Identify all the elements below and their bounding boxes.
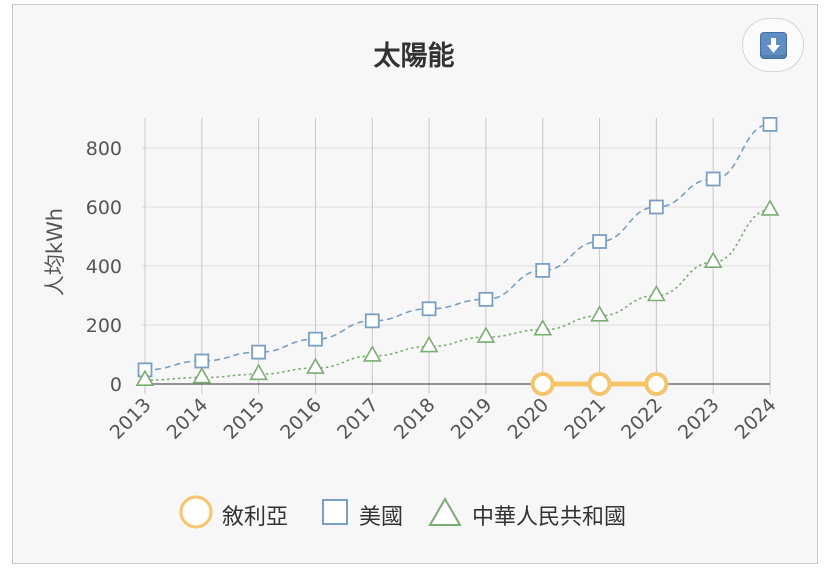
- data-point-triangle: [419, 335, 439, 353]
- data-point-square: [705, 171, 721, 187]
- data-point-square: [478, 291, 494, 307]
- legend-label: 敘利亞: [222, 505, 289, 530]
- series-layer: [135, 117, 780, 396]
- data-point-triangle: [533, 319, 553, 336]
- data-point-circle: [587, 372, 612, 396]
- data-point-triangle: [703, 251, 723, 268]
- data-point-square: [535, 263, 551, 278]
- x-tick-label: 2014: [163, 394, 213, 444]
- data-point-square: [592, 234, 607, 249]
- data-point-circle: [644, 372, 669, 396]
- x-tick-label: 2013: [106, 394, 156, 444]
- data-point-triangle: [590, 305, 609, 322]
- y-tick-label: 200: [86, 315, 122, 337]
- series-0: [530, 372, 669, 396]
- y-axis-label: 人均kWh: [43, 208, 67, 296]
- data-point-triangle: [306, 357, 325, 374]
- data-point-square: [364, 313, 380, 329]
- data-point-square: [194, 353, 210, 369]
- data-point-triangle: [476, 326, 496, 343]
- data-point-triangle: [192, 366, 212, 384]
- data-point-triangle: [646, 284, 666, 302]
- download-button[interactable]: [742, 18, 804, 72]
- y-tick-label: 400: [86, 256, 122, 278]
- x-tick-label: 2019: [447, 394, 497, 444]
- y-tick-label: 800: [86, 138, 122, 160]
- data-point-circle: [530, 372, 555, 396]
- legend-item-china[interactable]: 中華人民共和國: [428, 492, 648, 532]
- legend-item-syria[interactable]: 敘利亞: [178, 492, 303, 532]
- data-point-square: [308, 331, 323, 347]
- axes: 0 200 400 600 800 2013 2014 2015 2016 2017 2018 201…: [86, 138, 781, 444]
- series-line: [144, 123, 771, 371]
- x-tick-label: 2017: [333, 394, 383, 444]
- download-arrow-icon: [760, 32, 787, 59]
- data-point-square: [648, 199, 664, 215]
- data-point-triangle: [362, 345, 382, 362]
- x-tick-label: 2015: [219, 394, 269, 444]
- data-point-triangle: [135, 369, 155, 386]
- x-tick-label: 2024: [731, 394, 781, 444]
- legend: 敘利亞 美國 中華人民共和國: [0, 492, 828, 532]
- data-point-triangle: [760, 199, 780, 216]
- series-line: [144, 209, 771, 381]
- data-point-triangle: [249, 363, 269, 381]
- x-tick-label: 2021: [560, 394, 610, 444]
- legend-label: 中華人民共和國: [472, 505, 627, 530]
- y-tick-label: 600: [86, 197, 122, 219]
- triangle-marker-icon: [428, 496, 462, 526]
- square-marker-icon: [322, 499, 348, 525]
- x-tick-label: 2018: [390, 394, 440, 444]
- data-point-square: [762, 117, 778, 132]
- data-point-square: [251, 344, 267, 360]
- data-point-square: [421, 301, 437, 317]
- legend-label: 美國: [359, 505, 404, 530]
- legend-item-usa[interactable]: 美國: [319, 492, 414, 532]
- series-1: [137, 117, 778, 378]
- chart-container: [12, 4, 818, 564]
- gridlines: [142, 118, 771, 394]
- series-2: [135, 199, 780, 386]
- x-tick-label: 2023: [674, 394, 724, 444]
- x-tick-label: 2022: [617, 394, 667, 444]
- circle-marker-icon: [179, 495, 213, 529]
- chart-title: 太陽能: [373, 41, 455, 72]
- x-tick-label: 2020: [504, 394, 554, 444]
- x-tick-label: 2016: [276, 394, 326, 444]
- y-tick-label: 0: [110, 374, 122, 396]
